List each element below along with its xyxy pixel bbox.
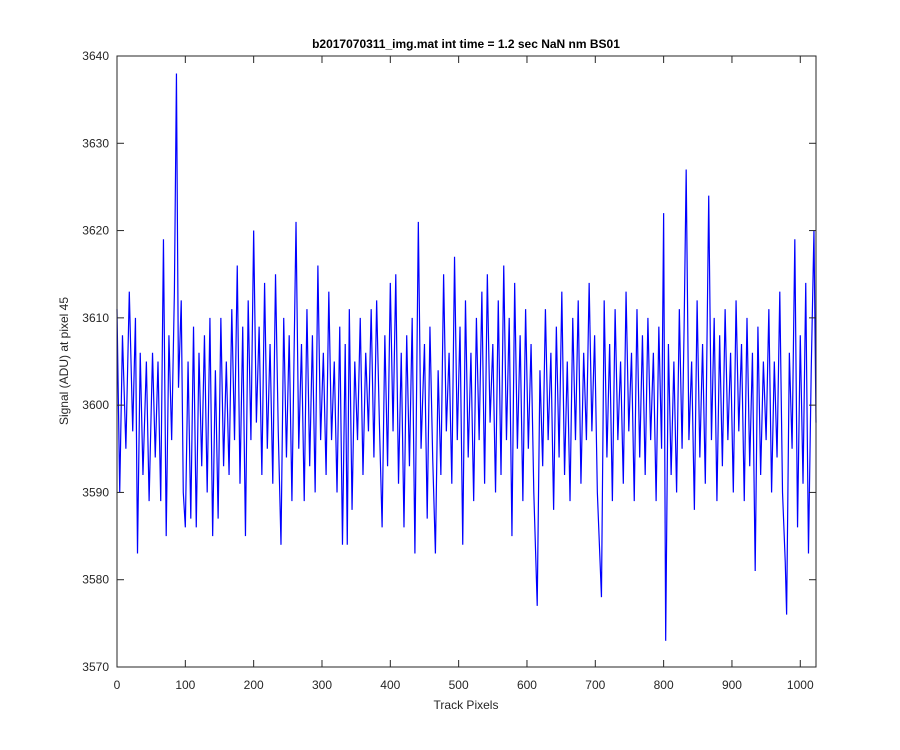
y-tick-label: 3580: [82, 573, 109, 587]
y-axis-label: Signal (ADU) at pixel 45: [57, 297, 71, 425]
x-tick-label: 800: [654, 678, 674, 692]
data-line: [116, 73, 817, 641]
y-tick-label: 3620: [82, 224, 109, 238]
axes-box: [116, 55, 817, 668]
y-tick-label: 3600: [82, 398, 109, 412]
x-tick-label: 600: [517, 678, 537, 692]
y-tick-label: 3570: [82, 660, 109, 674]
x-tick-label: 100: [175, 678, 195, 692]
y-tick-label: 3590: [82, 485, 109, 499]
x-tick-label: 1000: [787, 678, 814, 692]
x-tick-label: 0: [114, 678, 121, 692]
y-tick-label: 3630: [82, 136, 109, 150]
x-tick-label: 200: [244, 678, 264, 692]
y-tick-label: 3610: [82, 311, 109, 325]
x-tick-label: 400: [380, 678, 400, 692]
x-tick-label: 700: [585, 678, 605, 692]
y-tick-label: 3640: [82, 49, 109, 63]
x-tick-label: 500: [449, 678, 469, 692]
chart-title: b2017070311_img.mat int time = 1.2 sec N…: [312, 37, 620, 51]
x-tick-label: 300: [312, 678, 332, 692]
x-axis-label: Track Pixels: [434, 698, 499, 712]
x-tick-label: 900: [722, 678, 742, 692]
